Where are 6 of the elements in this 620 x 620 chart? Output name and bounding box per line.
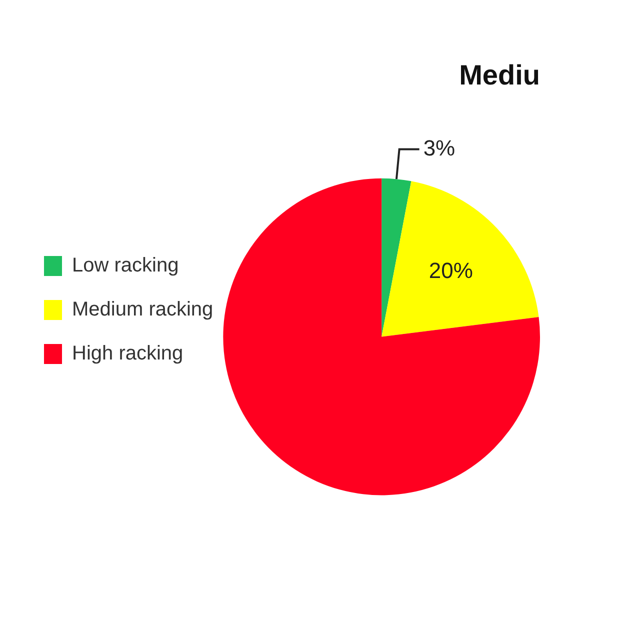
- legend-label: High racking: [72, 342, 184, 365]
- data-label: 20%: [428, 258, 473, 283]
- data-label: 3%: [423, 135, 456, 160]
- legend-label: Low racking: [72, 254, 179, 277]
- chart-title: Mediu: [459, 60, 540, 91]
- legend-label: Medium racking: [72, 298, 214, 321]
